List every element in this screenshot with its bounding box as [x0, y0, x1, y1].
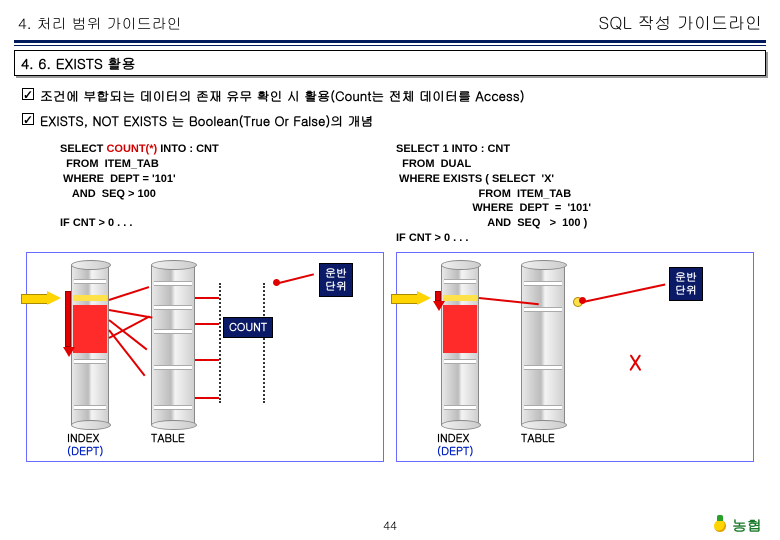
diagram-left: COUNT 운반단위 INDEX (DEPT) TABLE: [26, 252, 384, 462]
connector-line: [583, 283, 666, 302]
page-number: 44: [383, 517, 397, 534]
bullet-item: EXISTS, NOT EXISTS 는 Boolean(True Or Fal…: [22, 111, 758, 130]
checkbox-icon: [22, 113, 34, 125]
table-cylinder: [151, 265, 195, 425]
connector-dot: [579, 297, 586, 304]
connector-dot: [273, 279, 280, 286]
code-row: SELECT COUNT(*) INTO : CNT FROM ITEM_TAB…: [0, 140, 780, 246]
dotted-line: [263, 283, 265, 403]
count-callout: COUNT: [223, 317, 273, 338]
section-heading: 4. 6. EXISTS 활용: [14, 50, 766, 76]
dept-label: (DEPT): [437, 444, 473, 459]
code-block-right: SELECT 1 INTO : CNT FROM DUAL WHERE EXIS…: [396, 142, 591, 246]
logo-icon: [712, 518, 728, 534]
dotted-line: [219, 283, 221, 403]
index-cylinder: [441, 265, 479, 425]
connector-line: [275, 273, 314, 285]
entry-arrow-icon: [21, 291, 61, 305]
table-cylinder: [521, 265, 565, 425]
title-underline: [14, 40, 766, 46]
breadcrumb-left: 4. 처리 범위 가이드라인: [18, 13, 182, 34]
index-cylinder: [71, 265, 109, 425]
connector-line: [195, 397, 219, 399]
dept-label: (DEPT): [67, 444, 103, 459]
table-label: TABLE: [151, 431, 185, 446]
diagram-row: COUNT 운반단위 INDEX (DEPT) TABLE: [0, 246, 780, 462]
checkbox-icon: [22, 88, 34, 100]
unit-callout: 운반단위: [319, 263, 353, 297]
scan-arrow-icon: [63, 291, 73, 357]
x-mark-icon: X: [629, 347, 642, 376]
unit-callout: 운반단위: [669, 267, 703, 301]
bullet-text: EXISTS, NOT EXISTS 는 Boolean(True Or Fal…: [40, 111, 374, 130]
bullet-list: 조건에 부합되는 데이터의 존재 유무 확인 시 활용(Count는 전체 데이…: [0, 76, 780, 140]
page-title: SQL 작성 가이드라인: [599, 10, 762, 34]
entry-arrow-icon: [391, 291, 431, 305]
connector-line: [109, 286, 150, 301]
bullet-item: 조건에 부합되는 데이터의 존재 유무 확인 시 활용(Count는 전체 데이…: [22, 86, 758, 105]
code-block-left: SELECT COUNT(*) INTO : CNT FROM ITEM_TAB…: [60, 142, 380, 246]
bullet-text: 조건에 부합되는 데이터의 존재 유무 확인 시 활용(Count는 전체 데이…: [40, 86, 525, 105]
footer: 44: [0, 517, 780, 534]
diagram-right: X 운반단위 INDEX (DEPT) TABLE: [396, 252, 754, 462]
logo: 농협: [712, 515, 762, 536]
logo-text: 농협: [732, 515, 762, 536]
connector-line: [195, 323, 219, 325]
scan-arrow-icon: [433, 291, 443, 311]
connector-line: [195, 359, 219, 361]
table-label: TABLE: [521, 431, 555, 446]
connector-line: [195, 297, 219, 299]
